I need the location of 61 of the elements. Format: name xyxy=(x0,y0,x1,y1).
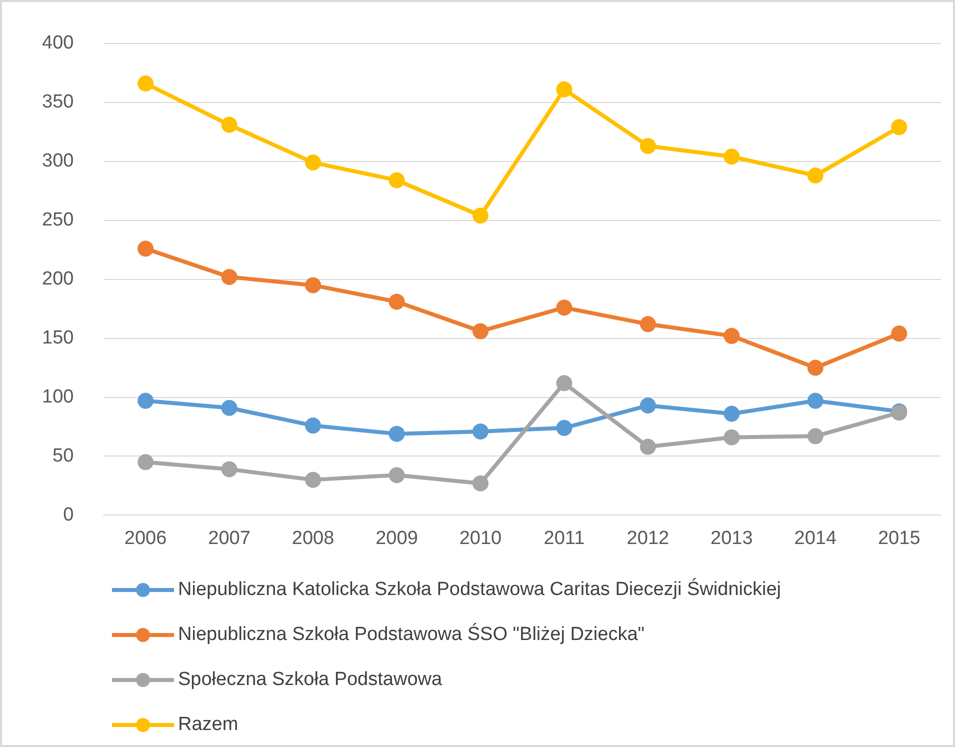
y-tick-label: 0 xyxy=(63,504,74,526)
point xyxy=(138,240,154,257)
point xyxy=(388,426,405,442)
point xyxy=(640,138,656,154)
y-tick-label: 300 xyxy=(42,150,74,172)
point xyxy=(724,328,740,344)
point xyxy=(807,428,824,444)
point xyxy=(138,76,154,92)
point xyxy=(807,360,824,376)
point xyxy=(221,268,238,285)
point xyxy=(472,423,488,440)
point xyxy=(556,300,572,316)
point xyxy=(388,294,405,310)
point xyxy=(388,172,405,188)
point xyxy=(724,148,740,165)
point xyxy=(724,406,740,422)
y-tick-label: 250 xyxy=(42,210,74,231)
legend-label: Niepubliczna Szkoła Podstawowa ŚSO "Bliżej Dziecka" xyxy=(178,624,645,646)
point xyxy=(305,154,322,171)
point xyxy=(640,398,656,414)
x-tick-label: 2006 xyxy=(124,528,167,549)
point xyxy=(221,400,238,416)
x-tick-label: 2012 xyxy=(626,528,670,549)
point xyxy=(305,418,322,434)
point xyxy=(640,438,656,455)
x-tick-label: 2014 xyxy=(794,528,837,549)
x-tick-label: 2009 xyxy=(376,528,418,549)
point xyxy=(640,316,656,332)
legend-label: Niepubliczna Katolicka Szkoła Podstawowa Caritas Diecezji Świdnickiej xyxy=(178,578,781,600)
x-tick-label: 2011 xyxy=(544,528,585,549)
point xyxy=(388,467,405,484)
point xyxy=(305,472,322,488)
point xyxy=(807,392,824,409)
point xyxy=(472,475,488,492)
point xyxy=(891,326,908,342)
y-tick-label: 150 xyxy=(42,328,74,349)
y-tick-label: 350 xyxy=(42,92,74,113)
legend-label: Razem xyxy=(178,714,238,736)
y-tick-label: 200 xyxy=(42,268,74,290)
x-tick-label: 2013 xyxy=(710,528,753,549)
point xyxy=(472,323,488,340)
point xyxy=(724,429,740,446)
y-tick-label: 400 xyxy=(42,32,74,54)
point xyxy=(556,375,572,392)
point xyxy=(891,119,908,136)
y-tick-label: 50 xyxy=(52,445,74,466)
x-tick-label: 2008 xyxy=(292,528,334,549)
point xyxy=(556,420,572,436)
point xyxy=(305,277,322,294)
point xyxy=(221,461,238,478)
y-tick-label: 100 xyxy=(42,386,74,408)
x-tick-label: 2007 xyxy=(208,528,250,549)
point xyxy=(138,454,154,470)
x-tick-label: 2010 xyxy=(459,528,502,549)
point xyxy=(556,81,572,98)
legend-label: Społeczna Szkoła Podstawowa xyxy=(178,668,442,690)
point xyxy=(138,392,154,409)
point xyxy=(472,208,488,224)
point xyxy=(221,116,238,133)
point xyxy=(807,168,824,184)
x-tick-label: 2015 xyxy=(878,528,920,549)
